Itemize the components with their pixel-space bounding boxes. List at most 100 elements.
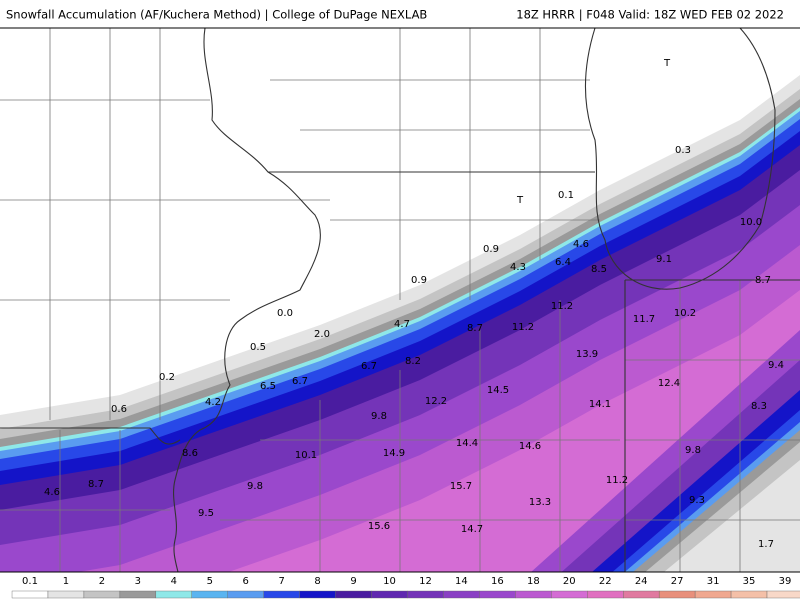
point-label: 1.7 [758, 539, 774, 550]
colorbar-swatch [191, 590, 228, 599]
colorbar-label: 3 [135, 576, 141, 587]
colorbar-label: 27 [671, 576, 684, 587]
colorbar-label: 6 [243, 576, 249, 587]
point-label: 4.6 [573, 239, 589, 250]
colorbar-label: 14 [455, 576, 468, 587]
point-labels: T 0.3 T 0.1 4.6 10.0 0.9 4.3 6.4 8.5 9.1 8.7 0.9 0.0 4… [44, 58, 784, 550]
point-label: 8.7 [88, 479, 104, 490]
point-label: 14.9 [383, 448, 405, 459]
point-label: 14.7 [461, 524, 483, 535]
point-label: 11.2 [551, 301, 573, 312]
colorbar-label: 7 [278, 576, 284, 587]
point-label: 4.3 [510, 262, 526, 273]
point-label: 12.2 [425, 396, 447, 407]
colorbar-swatch [551, 590, 588, 599]
colorbar-swatch [623, 590, 660, 599]
colorbar-label: 9 [350, 576, 356, 587]
colorbar-swatch [407, 590, 444, 599]
point-label: 8.2 [405, 356, 421, 367]
colorbar-swatch [443, 590, 480, 599]
point-label: 6.4 [555, 257, 571, 268]
point-label: 0.5 [250, 342, 266, 353]
point-label: 11.2 [606, 475, 628, 486]
colorbar-swatch [227, 590, 264, 599]
colorbar-swatch [11, 590, 49, 599]
point-label: 0.3 [675, 145, 691, 156]
point-label: 8.7 [467, 323, 483, 334]
point-label: 8.5 [591, 264, 607, 275]
state-lines [0, 27, 800, 600]
point-label: 12.4 [658, 378, 680, 389]
colorbar-swatch [515, 590, 552, 599]
point-label: 14.5 [487, 385, 509, 396]
band [630, 460, 800, 600]
point-label: 13.9 [576, 349, 598, 360]
point-label: 0.9 [483, 244, 499, 255]
point-label: 10.2 [674, 308, 696, 319]
point-label: 0.9 [411, 275, 427, 286]
point-label: 13.3 [529, 497, 551, 508]
point-label: 9.8 [685, 445, 701, 456]
point-label: 10.1 [295, 450, 317, 461]
colorbar-swatch [587, 590, 624, 599]
colorbar-label: 24 [635, 576, 648, 587]
point-label: 9.3 [689, 495, 705, 506]
point-label: 6.7 [361, 361, 377, 372]
header-title: Snowfall Accumulation (AF/Kuchera Method… [6, 8, 427, 22]
point-label: 9.1 [656, 254, 672, 265]
point-label: T [663, 58, 671, 69]
point-label: 15.6 [368, 521, 390, 532]
point-label: 10.0 [740, 217, 762, 228]
colorbar-label: 10 [383, 576, 396, 587]
point-label: 9.5 [198, 508, 214, 519]
point-label: 0.6 [111, 404, 127, 415]
point-label: 0.0 [277, 308, 293, 319]
colorbar-swatch [47, 590, 85, 599]
colorbar: 0.1 1 2 3 4 5 6 7 8 9 10 12 14 16 18 20 22 24 27 31 35 39 [11, 576, 800, 599]
point-label: 4.6 [44, 487, 60, 498]
colorbar-label: 31 [707, 576, 720, 587]
point-label: 4.7 [394, 319, 410, 330]
colorbar-label: 0.1 [22, 576, 38, 587]
colorbar-label: 8 [314, 576, 320, 587]
point-label: 4.2 [205, 397, 221, 408]
colorbar-label: 2 [99, 576, 105, 587]
colorbar-label: 12 [419, 576, 432, 587]
colorbar-swatch [371, 590, 408, 599]
colorbar-swatch [155, 590, 192, 599]
point-label: 9.4 [768, 360, 784, 371]
point-label: 14.4 [456, 438, 478, 449]
colorbar-label: 22 [599, 576, 612, 587]
point-label: 8.6 [182, 448, 198, 459]
boundaries [0, 28, 800, 600]
colorbar-swatch [83, 590, 121, 599]
point-label: 11.2 [512, 322, 534, 333]
colorbar-swatch [658, 590, 696, 599]
colorbar-label: 35 [743, 576, 756, 587]
colorbar-label: 20 [563, 576, 576, 587]
point-label: 8.3 [751, 401, 767, 412]
point-label: T [516, 195, 524, 206]
point-label: 14.6 [519, 441, 541, 452]
colorbar-swatch [263, 590, 300, 599]
point-label: 0.2 [159, 372, 175, 383]
colorbar-swatch [119, 590, 157, 599]
header-bar [0, 0, 800, 28]
point-label: 8.7 [755, 275, 771, 286]
colorbar-swatch [335, 590, 372, 599]
point-label: 14.1 [589, 399, 611, 410]
header-run: 18Z HRRR | F048 Valid: 18Z WED FEB 02 20… [516, 8, 784, 22]
colorbar-label: 18 [527, 576, 540, 587]
point-label: 2.0 [314, 329, 330, 340]
colorbar-label: 1 [63, 576, 69, 587]
point-label: 15.7 [450, 481, 472, 492]
colorbar-swatch [730, 590, 768, 599]
colorbar-label: 39 [779, 576, 792, 587]
point-label: 6.7 [292, 376, 308, 387]
point-label: 9.8 [371, 411, 387, 422]
colorbar-swatch [479, 590, 516, 599]
point-label: 6.5 [260, 381, 276, 392]
colorbar-label: 5 [207, 576, 213, 587]
